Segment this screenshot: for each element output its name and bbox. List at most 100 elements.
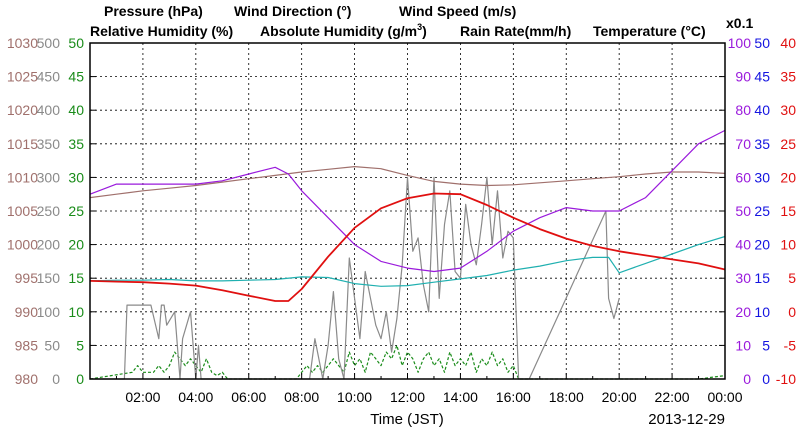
tick-label-temperature: 30: [780, 102, 796, 118]
tick-label-rain-rate: 45: [754, 69, 770, 85]
tick-label-wind-speed: 5: [76, 337, 84, 353]
x-tick-label: 20:00: [602, 389, 637, 405]
tick-label-relative-humidity: 100: [728, 35, 752, 51]
tick-label-rain-rate: 5: [762, 337, 770, 353]
tick-label-rain-rate: 35: [754, 136, 770, 152]
tick-label-rain-rate: 50: [754, 35, 770, 51]
title-absolute-humidity-sup: 3: [417, 22, 422, 32]
series-line-pressure-hpa: [89, 166, 726, 199]
tick-label-wind-direction: 500: [37, 35, 61, 51]
tick-label-temperature: 15: [780, 203, 796, 219]
tick-label-temperature: 0: [788, 304, 796, 320]
tick-label-pressure: 985: [15, 337, 39, 353]
tick-label-rain-rate: 20: [754, 237, 770, 253]
tick-label-wind-direction: 450: [37, 69, 61, 85]
tick-label-rain-rate: 25: [754, 203, 770, 219]
series-line-wind-direction: [90, 176, 620, 380]
right-axes: 0102030405060708090100051015202530354045…: [719, 35, 796, 387]
title-absolute-humidity: Absolute Humidity (g/m3): [260, 22, 427, 39]
tick-label-wind-direction: 100: [37, 304, 61, 320]
tick-label-wind-speed: 15: [68, 270, 84, 286]
tick-label-temperature: 35: [780, 69, 796, 85]
series-layer: [89, 129, 726, 380]
title-pressure: Pressure (hPa): [104, 3, 203, 19]
tick-label-relative-humidity: 10: [735, 337, 751, 353]
tick-label-rain-rate: 30: [754, 169, 770, 185]
tick-label-wind-direction: 250: [37, 203, 61, 219]
x-tick-label: 22:00: [655, 389, 690, 405]
tick-label-wind-direction: 200: [37, 237, 61, 253]
tick-label-rain-rate: 10: [754, 304, 770, 320]
x-tick-label: 14:00: [443, 389, 478, 405]
tick-label-relative-humidity: 0: [743, 371, 751, 387]
tick-label-pressure: 1015: [7, 136, 38, 152]
tick-label-wind-speed: 0: [76, 371, 84, 387]
tick-label-pressure: 1020: [7, 102, 38, 118]
tick-label-wind-speed: 50: [68, 35, 84, 51]
series-line-wind-speed-m-s: [89, 344, 726, 380]
title-wind-speed: Wind Speed (m/s): [399, 3, 516, 19]
title-wind-direction: Wind Direction (°): [234, 3, 351, 19]
x-tick-label: 08:00: [284, 389, 319, 405]
tick-label-relative-humidity: 80: [735, 102, 751, 118]
series-line-absolute-humidity-g-m: [89, 235, 726, 287]
tick-label-wind-speed: 25: [68, 203, 84, 219]
tick-label-pressure: 1000: [7, 237, 38, 253]
grid: [90, 43, 725, 379]
tick-label-relative-humidity: 30: [735, 270, 751, 286]
tick-label-temperature: -10: [776, 371, 796, 387]
tick-label-pressure: 1025: [7, 69, 38, 85]
tick-label-wind-direction: 150: [37, 270, 61, 286]
tick-label-wind-speed: 30: [68, 169, 84, 185]
tick-label-wind-direction: 50: [44, 337, 60, 353]
tick-label-pressure: 995: [15, 270, 39, 286]
plot-frame: [89, 42, 726, 380]
tick-label-relative-humidity: 50: [735, 203, 751, 219]
tick-label-pressure: 1030: [7, 35, 38, 51]
tick-label-wind-direction: 350: [37, 136, 61, 152]
tick-label-pressure: 980: [15, 371, 39, 387]
tick-label-wind-speed: 10: [68, 304, 84, 320]
tick-label-relative-humidity: 70: [735, 136, 751, 152]
tick-label-pressure: 1005: [7, 203, 38, 219]
title-rain-scale-note: x0.1: [726, 15, 753, 31]
x-axis: 02:00 04:00 06:00 08:00 10:00 12:00 14:00 16:00…: [115, 373, 743, 405]
x-tick-label: 00:00: [707, 389, 742, 405]
title-absolute-humidity-end: ): [422, 23, 427, 39]
x-tick-label: 02:00: [125, 389, 160, 405]
tick-label-relative-humidity: 40: [735, 237, 751, 253]
title-absolute-humidity-main: Absolute Humidity (g/m: [260, 23, 417, 39]
x-tick-label: 18:00: [549, 389, 584, 405]
tick-label-relative-humidity: 60: [735, 169, 751, 185]
x-tick-label: 04:00: [178, 389, 213, 405]
x-axis-label: Time (JST): [370, 411, 444, 428]
series-line-temperature-c: [89, 192, 726, 302]
tick-label-wind-speed: 20: [68, 237, 84, 253]
title-rain-rate: Rain Rate(mm/h): [460, 23, 571, 39]
title-relative-humidity: Relative Humidity (%): [90, 23, 233, 39]
series-line-relative-humidity: [89, 129, 726, 273]
tick-label-rain-rate: 0: [762, 371, 770, 387]
tick-label-temperature: -5: [784, 337, 797, 353]
tick-label-pressure: 1010: [7, 169, 38, 185]
x-tick-label: 10:00: [337, 389, 372, 405]
tick-label-wind-speed: 35: [68, 136, 84, 152]
x-tick-label: 12:00: [390, 389, 425, 405]
title-temperature: Temperature (°C): [593, 23, 706, 39]
tick-label-wind-speed: 45: [68, 69, 84, 85]
tick-label-wind-direction: 300: [37, 169, 61, 185]
tick-label-temperature: 25: [780, 136, 796, 152]
tick-label-temperature: 5: [788, 270, 796, 286]
tick-label-relative-humidity: 20: [735, 304, 751, 320]
left-axes: 9809859909951000100510101015102010251030…: [7, 35, 96, 387]
date-label: 2013-12-29: [648, 411, 725, 428]
tick-label-pressure: 990: [15, 304, 39, 320]
tick-label-temperature: 10: [780, 237, 796, 253]
tick-label-rain-rate: 40: [754, 102, 770, 118]
tick-label-rain-rate: 15: [754, 270, 770, 286]
tick-label-temperature: 20: [780, 169, 796, 185]
x-tick-label: 06:00: [231, 389, 266, 405]
x-tick-label: 16:00: [496, 389, 531, 405]
